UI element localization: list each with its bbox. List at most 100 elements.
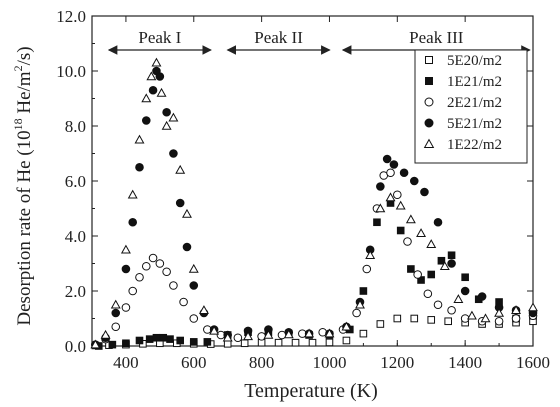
data-point	[433, 217, 443, 227]
y-axis-label-exp2: 2	[11, 65, 25, 71]
data-point	[257, 332, 266, 341]
axis-ticks: 400 600 800 1000 1200 1400 1600 0.0 2.0 4.0 6.0 8.0…	[56, 7, 550, 372]
data-point	[240, 339, 249, 348]
data-point	[395, 200, 406, 210]
data-point	[169, 149, 178, 158]
data-point	[122, 339, 130, 348]
data-point	[325, 338, 334, 347]
peak-annotation: Peak III	[341, 28, 531, 55]
data-point	[148, 85, 158, 95]
data-point	[405, 214, 416, 224]
data-point	[135, 162, 144, 172]
series-3	[91, 168, 538, 349]
legend-item: 1E21/m2	[425, 74, 502, 90]
data-point	[389, 160, 399, 169]
data-point	[209, 325, 220, 335]
data-point	[162, 107, 171, 117]
data-point	[447, 259, 456, 268]
legend: 5E20/m2 1E21/m2 2E21/m2 5E21/m2 1E22/m2	[414, 49, 528, 164]
data-point	[175, 198, 185, 208]
data-point	[362, 264, 372, 274]
data-point	[375, 203, 386, 213]
data-point	[410, 314, 419, 323]
y-axis-label-exp: 18	[11, 118, 25, 130]
data-point	[409, 176, 419, 186]
data-point	[121, 303, 131, 312]
y-axis-label: Desorption rate of He (1018 He/m2/s)	[11, 46, 35, 325]
legend-marker	[423, 138, 435, 148]
data-point	[161, 120, 172, 130]
data-point	[420, 187, 429, 197]
data-point	[376, 182, 385, 191]
data-point	[233, 333, 243, 343]
y-tick-label: 12.0	[56, 7, 86, 26]
data-point	[453, 294, 464, 304]
y-tick-label: 6.0	[65, 172, 86, 191]
data-point	[511, 305, 522, 315]
data-point	[189, 281, 199, 290]
data-point	[90, 339, 101, 349]
data-point	[134, 134, 145, 144]
data-point	[359, 287, 368, 295]
data-point	[162, 267, 171, 277]
y-tick-label: 4.0	[65, 227, 86, 246]
data-point	[460, 286, 470, 296]
data-point	[146, 71, 157, 81]
series-1	[91, 314, 537, 350]
data-point	[283, 329, 294, 339]
data-point	[274, 338, 283, 347]
data-point	[166, 335, 174, 343]
legend-label: 1E22/m2	[447, 137, 502, 153]
data-point	[342, 336, 351, 345]
legend-item: 5E20/m2	[425, 53, 502, 69]
data-point	[156, 87, 167, 97]
data-point	[222, 332, 233, 342]
data-point	[528, 302, 538, 312]
data-point	[444, 317, 452, 326]
data-point	[393, 190, 402, 200]
data-point	[175, 164, 186, 174]
legend-label: 5E20/m2	[447, 53, 502, 69]
data-point	[155, 72, 165, 81]
data-point	[403, 237, 412, 246]
x-tick-label: 600	[181, 353, 207, 372]
data-point	[110, 299, 121, 309]
data-point	[159, 333, 168, 342]
y-axis-label-mid: He/m	[14, 71, 35, 118]
peak-annotation: Peak I	[107, 28, 212, 55]
data-point	[385, 192, 396, 202]
peak-annotations: Peak I Peak II Peak III	[107, 28, 531, 55]
x-axis-label: Temperature (K)	[244, 380, 378, 402]
data-point	[373, 218, 381, 227]
data-point	[263, 329, 274, 339]
data-point	[189, 314, 199, 323]
data-point	[407, 265, 415, 273]
data-point	[152, 333, 161, 342]
peak-label: Peak III	[409, 28, 464, 47]
data-point	[108, 340, 117, 349]
data-point	[188, 263, 199, 273]
data-point	[189, 338, 198, 346]
data-point	[111, 308, 121, 318]
data-point	[399, 168, 409, 178]
y-axis-label-main: Desorption rate of He (10	[14, 130, 35, 325]
data-point	[511, 314, 521, 323]
data-point	[243, 331, 254, 341]
peak-annotation: Peak II	[226, 28, 331, 55]
data-point	[203, 338, 212, 346]
data-point	[168, 112, 179, 122]
legend-item: 1E22/m2	[423, 137, 502, 153]
y-tick-label: 2.0	[65, 282, 86, 301]
data-point	[128, 217, 138, 227]
peak-label: Peak I	[138, 28, 181, 47]
data-point	[151, 57, 162, 67]
legend-item: 5E21/m2	[424, 116, 502, 132]
series-2	[94, 199, 537, 350]
data-point	[127, 189, 138, 199]
data-point	[169, 281, 178, 290]
data-point	[111, 322, 121, 332]
x-tick-label: 400	[113, 353, 139, 372]
data-point	[179, 297, 188, 307]
peak-label: Peak II	[254, 28, 303, 47]
